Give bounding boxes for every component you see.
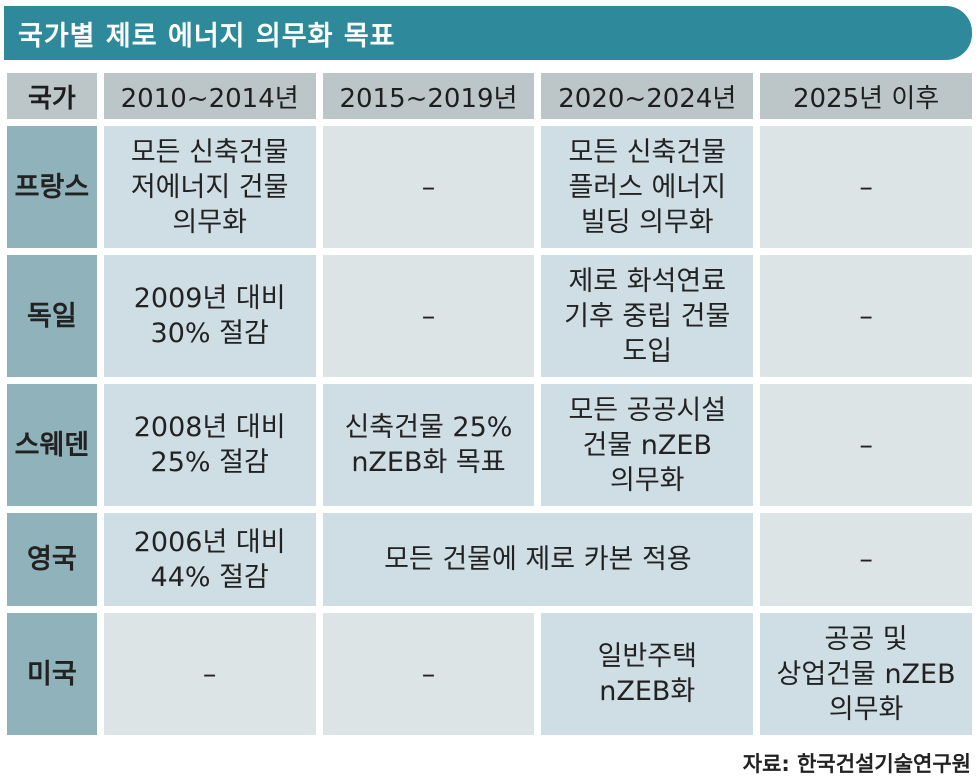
table-row: 프랑스 모든 신축건물 저에너지 건물 의무화 – 모든 신축건물 플러스 에너… [7, 126, 972, 248]
header-2010-2014: 2010~2014년 [103, 73, 316, 119]
cell: 2009년 대비 30% 절감 [103, 255, 316, 377]
cell-line: 플러스 에너지 [568, 171, 727, 203]
cell: 공공 및 상업건물 nZEB 의무화 [760, 613, 972, 735]
cell: 모든 공공시설 건물 nZEB 의무화 [541, 384, 754, 506]
cell: 신축건물 25% nZEB화 목표 [322, 384, 535, 506]
cell: – [760, 126, 972, 248]
cell-line: nZEB화 목표 [351, 447, 506, 478]
country-uk: 영국 [7, 513, 97, 606]
cell-line: 25% 절감 [150, 447, 269, 478]
header-row: 국가 2010~2014년 2015~2019년 2020~2024년 2025… [7, 73, 972, 119]
cell: 모든 신축건물 저에너지 건물 의무화 [103, 126, 316, 248]
header-2020-2024: 2020~2024년 [541, 73, 754, 119]
cell-line: 건물 nZEB [582, 429, 712, 461]
table-title: 국가별 제로 에너지 의무화 목표 [18, 20, 396, 52]
cell-line: 의무화 [828, 693, 904, 725]
country-usa: 미국 [7, 613, 97, 735]
country-sweden: 스웨덴 [7, 384, 97, 506]
cell-line: 모든 신축건물 [568, 136, 727, 168]
targets-table: 국가 2010~2014년 2015~2019년 2020~2024년 2025… [0, 66, 979, 742]
cell: – [322, 613, 535, 735]
cell: – [760, 513, 972, 606]
header-2015-2019: 2015~2019년 [322, 73, 535, 119]
cell: 제로 화석연료 기후 중립 건물 도입 [541, 255, 754, 377]
cell-line: 2009년 대비 [133, 283, 286, 314]
country-france: 프랑스 [7, 126, 97, 248]
table-row: 영국 2006년 대비 44% 절감 모든 건물에 제로 카본 적용 – [7, 513, 972, 606]
cell: – [760, 255, 972, 377]
title-banner: 국가별 제로 에너지 의무화 목표 [4, 6, 972, 60]
cell-line: 2008년 대비 [133, 412, 286, 443]
cell: – [322, 255, 535, 377]
header-country: 국가 [7, 73, 97, 119]
cell-line: 30% 절감 [150, 318, 269, 349]
cell-line: 공공 및 [824, 623, 908, 655]
cell: 일반주택 nZEB화 [541, 613, 754, 735]
cell: 모든 신축건물 플러스 에너지 빌딩 의무화 [541, 126, 754, 248]
cell: 2008년 대비 25% 절감 [103, 384, 316, 506]
cell-line: 신축건물 25% [344, 412, 513, 443]
merged-cell: 모든 건물에 제로 카본 적용 [322, 513, 754, 606]
header-2025-after: 2025년 이후 [760, 73, 972, 119]
cell-line: 모든 공공시설 [568, 394, 727, 426]
cell-line: 의무화 [172, 206, 247, 238]
cell-line: 도입 [622, 335, 673, 367]
cell-line: 2006년 대비 [133, 526, 286, 558]
cell: – [760, 384, 972, 506]
cell-line: 의무화 [609, 464, 685, 496]
cell-line: 일반주택 [597, 641, 697, 672]
cell-line: 44% 절감 [150, 561, 269, 593]
table-row: 미국 – – 일반주택 nZEB화 공공 및 상업건물 nZEB 의무화 [7, 613, 972, 735]
cell-line: 상업건물 nZEB [776, 658, 956, 690]
source-note: 자료: 한국건설기술연구원 [742, 752, 971, 776]
table-row: 스웨덴 2008년 대비 25% 절감 신축건물 25% nZEB화 목표 모든… [7, 384, 972, 506]
cell: – [103, 613, 316, 735]
table-row: 독일 2009년 대비 30% 절감 – 제로 화석연료 기후 중립 건물 도입… [7, 255, 972, 377]
country-germany: 독일 [7, 255, 97, 377]
cell-line: 저에너지 건물 [130, 171, 289, 203]
cell: 2006년 대비 44% 절감 [103, 513, 316, 606]
cell: – [322, 126, 535, 248]
cell-line: nZEB화 [599, 676, 696, 707]
cell-line: 기후 중립 건물 [564, 300, 731, 332]
cell-line: 모든 신축건물 [130, 136, 289, 168]
cell-line: 빌딩 의무화 [580, 206, 714, 238]
cell-line: 제로 화석연료 [568, 265, 727, 297]
